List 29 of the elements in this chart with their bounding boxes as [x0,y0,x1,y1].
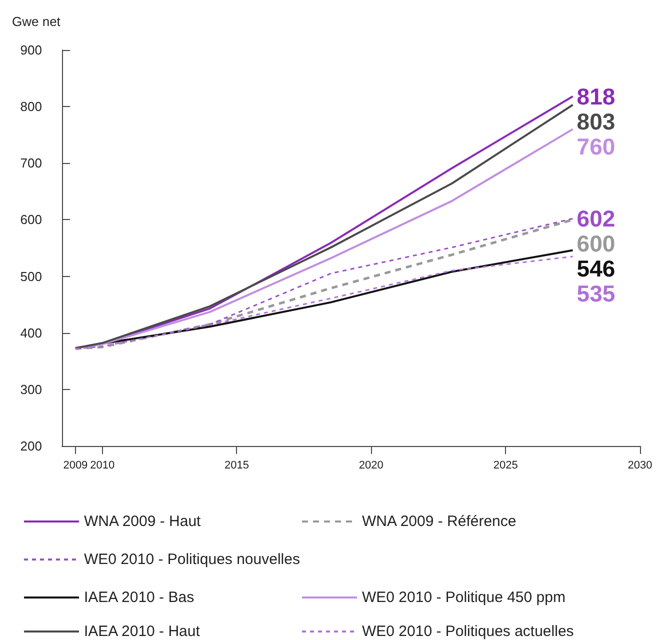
data-label: 602 [576,206,616,232]
y-tick-label: 400 [20,325,42,340]
y-tick-label: 900 [20,42,42,58]
x-tick-label: 2009 [63,460,88,472]
legend-label: WE0 2010 - Politique 450 ppm [362,589,566,606]
y-tick-label: 700 [20,156,42,171]
y-tick-label: 800 [20,99,42,114]
legend-label: IAEA 2010 - Haut [84,623,201,640]
x-tick-label: 2030 [628,460,652,472]
y-tick-label: 500 [20,268,42,284]
legend-label: IAEA 2010 - Bas [84,589,194,606]
x-tick-label: 2020 [358,460,384,472]
x-tick-label: 2010 [90,460,115,472]
data-label: 535 [576,280,616,307]
legend-label: WE0 2010 - Politiques actuelles [362,623,574,640]
data-label: 760 [576,133,616,160]
data-label: 803 [576,108,616,134]
x-tick-label: 2015 [224,460,249,472]
legend-label: WNA 2009 - Référence [362,513,516,530]
data-label: 546 [576,256,616,282]
y-axis-title: Gwe net [12,14,61,29]
y-tick-label: 600 [20,212,42,228]
data-label: 600 [576,230,616,257]
data-label: 818 [576,83,616,110]
y-tick-label: 300 [20,382,42,397]
y-tick-label: 200 [20,438,42,454]
legend-label: WE0 2010 - Politiques nouvelles [84,551,300,568]
legend-label: WNA 2009 - Haut [84,513,202,530]
x-tick-label: 2025 [493,460,518,472]
